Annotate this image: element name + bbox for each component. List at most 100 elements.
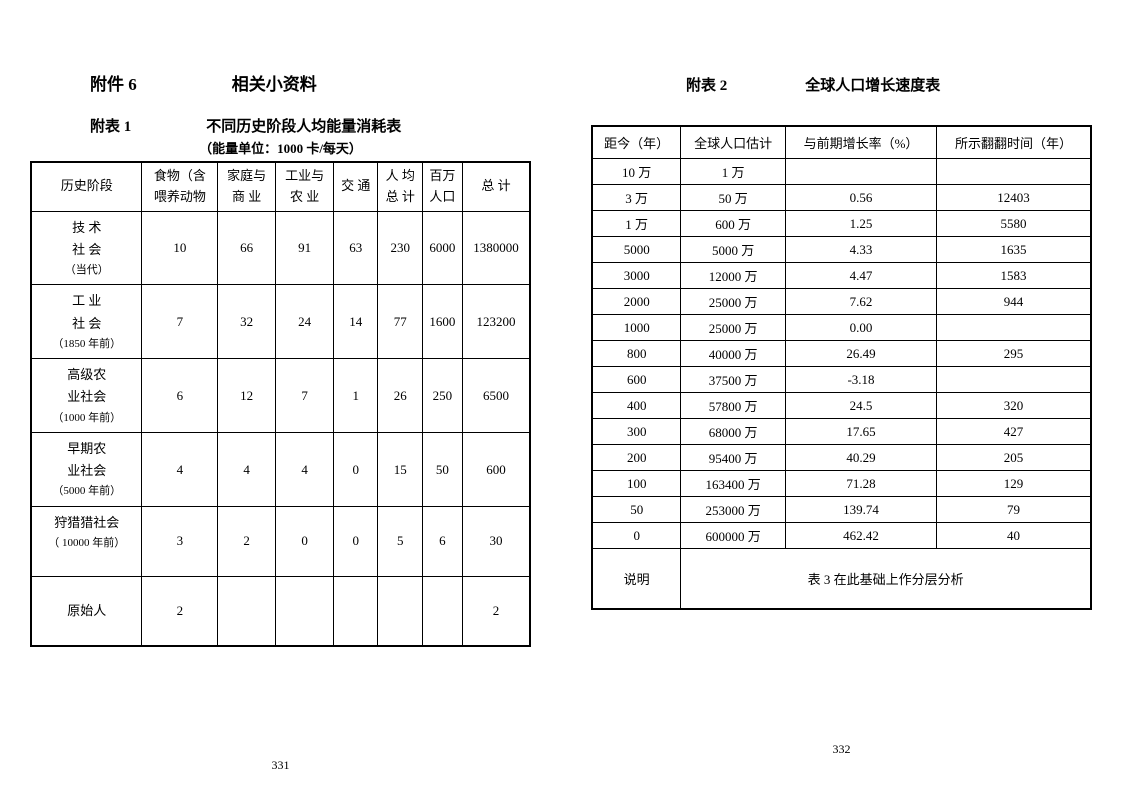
data-cell: 5580: [937, 211, 1091, 237]
data-cell: 1000: [592, 315, 681, 341]
stage-cell: 技 术社 会（当代）: [31, 211, 142, 285]
data-cell: [218, 576, 276, 646]
data-cell: 400: [592, 393, 681, 419]
table1-col-header: 工业与农 业: [276, 162, 334, 211]
data-cell: 50: [592, 497, 681, 523]
table-row: 0600000 万462.4240: [592, 523, 1091, 549]
data-cell: [422, 576, 462, 646]
table2-label: 附表 2: [686, 74, 727, 95]
table1-title: 不同历史阶段人均能量消耗表: [206, 115, 401, 136]
data-cell: 12403: [937, 185, 1091, 211]
data-cell: 2000: [592, 289, 681, 315]
stage-cell: 原始人: [31, 576, 142, 646]
data-cell: 250: [422, 359, 462, 433]
table1-col-header: 交 通: [334, 162, 378, 211]
data-cell: 15: [378, 433, 422, 507]
data-cell: [786, 159, 937, 185]
data-cell: 230: [378, 211, 422, 285]
stage-cell: 狩猎猎社会（ 10000 年前）: [31, 507, 142, 577]
data-cell: [937, 367, 1091, 393]
data-cell: 1583: [937, 263, 1091, 289]
data-cell: 253000 万: [681, 497, 786, 523]
data-cell: 1 万: [681, 159, 786, 185]
data-cell: 25000 万: [681, 289, 786, 315]
data-cell: 24.5: [786, 393, 937, 419]
data-cell: 50 万: [681, 185, 786, 211]
note-text: 表 3 在此基础上作分层分析: [681, 549, 1091, 610]
data-cell: 600000 万: [681, 523, 786, 549]
data-cell: 0: [276, 507, 334, 577]
table1-header: 附表 1 不同历史阶段人均能量消耗表: [30, 115, 531, 136]
page-number-right: 332: [561, 742, 1122, 757]
data-cell: 0.56: [786, 185, 937, 211]
table-row: 30068000 万17.65427: [592, 419, 1091, 445]
data-cell: 6500: [462, 359, 530, 433]
data-cell: 1: [334, 359, 378, 433]
appendix-label: 附件 6: [90, 70, 137, 95]
table2-col-header: 距今（年）: [592, 126, 681, 159]
data-cell: 12: [218, 359, 276, 433]
table-row: 100163400 万71.28129: [592, 471, 1091, 497]
data-cell: 77: [378, 285, 422, 359]
table-row: 50005000 万4.331635: [592, 237, 1091, 263]
table1-col-header: 历史阶段: [31, 162, 142, 211]
data-cell: 1.25: [786, 211, 937, 237]
unit-line: （能量单位：1000 卡/每天）: [30, 138, 531, 157]
data-cell: 1635: [937, 237, 1091, 263]
table2-head: 距今（年）全球人口估计与前期增长率（%）所示翻翻时间（年）: [592, 126, 1091, 159]
stage-cell: 工 业社 会（1850 年前）: [31, 285, 142, 359]
data-cell: 57800 万: [681, 393, 786, 419]
data-cell: 40.29: [786, 445, 937, 471]
data-cell: 5000: [592, 237, 681, 263]
table-row: 原始人22: [31, 576, 530, 646]
data-cell: 26: [378, 359, 422, 433]
appendix-title: 相关小资料: [232, 70, 317, 95]
table-row: 60037500 万-3.18: [592, 367, 1091, 393]
data-cell: 7: [142, 285, 218, 359]
data-cell: 600: [462, 433, 530, 507]
left-page: 附件 6 相关小资料 附表 1 不同历史阶段人均能量消耗表 （能量单位：1000…: [0, 0, 561, 793]
data-cell: 5: [378, 507, 422, 577]
table2-col-header: 与前期增长率（%）: [786, 126, 937, 159]
data-cell: 7: [276, 359, 334, 433]
data-cell: [937, 159, 1091, 185]
data-cell: 462.42: [786, 523, 937, 549]
table-row: 狩猎猎社会（ 10000 年前）32005630: [31, 507, 530, 577]
data-cell: 95400 万: [681, 445, 786, 471]
data-cell: [334, 576, 378, 646]
data-cell: 205: [937, 445, 1091, 471]
table2-col-header: 全球人口估计: [681, 126, 786, 159]
data-cell: 37500 万: [681, 367, 786, 393]
data-cell: 14: [334, 285, 378, 359]
table-row: 高级农业社会（1000 年前）61271262506500: [31, 359, 530, 433]
data-cell: 200: [592, 445, 681, 471]
data-cell: 32: [218, 285, 276, 359]
data-cell: 600 万: [681, 211, 786, 237]
data-cell: 6000: [422, 211, 462, 285]
data-cell: 0: [334, 507, 378, 577]
data-cell: 25000 万: [681, 315, 786, 341]
data-cell: 2: [218, 507, 276, 577]
data-cell: [937, 315, 1091, 341]
data-cell: 139.74: [786, 497, 937, 523]
note-label: 说明: [592, 549, 681, 610]
data-cell: [378, 576, 422, 646]
data-cell: 944: [937, 289, 1091, 315]
data-cell: 24: [276, 285, 334, 359]
table-row: 早期农业社会（5000 年前）44401550600: [31, 433, 530, 507]
data-cell: 6: [422, 507, 462, 577]
table1-col-header: 食物（含喂养动物: [142, 162, 218, 211]
data-cell: 2: [462, 576, 530, 646]
data-cell: 295: [937, 341, 1091, 367]
data-cell: 129: [937, 471, 1091, 497]
data-cell: 0: [334, 433, 378, 507]
table1-head: 历史阶段食物（含喂养动物家庭与商 业工业与农 业交 通人 均总 计百万人口总 计: [31, 162, 530, 211]
data-cell: 3: [142, 507, 218, 577]
data-cell: 600: [592, 367, 681, 393]
table-row: 80040000 万26.49295: [592, 341, 1091, 367]
data-cell: 2: [142, 576, 218, 646]
table1-label: 附表 1: [90, 115, 131, 136]
data-cell: [276, 576, 334, 646]
data-cell: 4: [218, 433, 276, 507]
page-number-left: 331: [0, 758, 561, 773]
